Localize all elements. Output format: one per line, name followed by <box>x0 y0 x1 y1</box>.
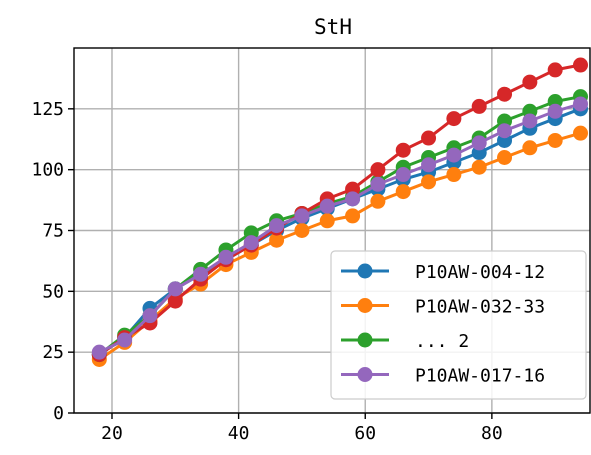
legend-item: ... 2 <box>341 331 469 352</box>
x-tick-label: 80 <box>481 423 503 444</box>
data-point <box>167 293 183 309</box>
legend-item: P10AW-004-12 <box>341 262 545 283</box>
data-point <box>522 140 538 156</box>
data-point <box>522 74 538 90</box>
data-point <box>522 113 538 129</box>
data-point <box>142 308 158 324</box>
legend-item: P10AW-017-16 <box>341 366 545 387</box>
data-point <box>471 98 487 114</box>
data-point <box>345 191 361 207</box>
data-point <box>446 147 462 163</box>
y-tick-label: 0 <box>53 403 64 424</box>
data-point <box>269 232 285 248</box>
legend-swatch-marker <box>357 263 373 279</box>
data-point <box>497 123 513 139</box>
series-5 <box>91 96 589 360</box>
data-point <box>370 193 386 209</box>
x-tick-label: 60 <box>354 423 376 444</box>
data-point <box>243 235 259 251</box>
legend-swatch-marker <box>357 367 373 382</box>
data-point <box>421 130 437 146</box>
data-point <box>547 132 563 148</box>
data-point <box>421 157 437 173</box>
data-point <box>573 96 589 112</box>
data-point <box>497 150 513 165</box>
data-point <box>218 249 234 265</box>
data-point <box>167 281 183 297</box>
data-point <box>193 266 209 282</box>
data-point <box>471 135 487 151</box>
data-point <box>446 111 462 127</box>
legend-item: P10AW-032-33 <box>341 297 545 318</box>
data-point <box>319 198 335 214</box>
y-tick-label: 100 <box>31 160 64 181</box>
legend-label: ... 2 <box>415 331 469 352</box>
data-point <box>117 332 133 348</box>
x-tick-label: 20 <box>101 423 123 444</box>
data-point <box>345 208 361 224</box>
y-tick-label: 50 <box>42 281 64 302</box>
legend: P10AW-004-12 P10AW-032-33 ... 2 P10AW-017-1… <box>330 250 587 400</box>
data-point <box>294 223 310 238</box>
x-tick-label: 40 <box>228 423 250 444</box>
y-tick-label: 25 <box>42 342 64 363</box>
data-point <box>421 174 437 190</box>
series-layer <box>91 57 589 367</box>
legend-box <box>330 250 587 400</box>
data-point <box>370 162 386 178</box>
data-point <box>395 184 411 200</box>
data-point <box>319 213 335 229</box>
legend-label: P10AW-032-33 <box>415 297 545 318</box>
ticks-layer: 20 40 60 80 0 25 50 75 100 125 <box>31 99 502 444</box>
data-point <box>395 142 411 158</box>
data-point <box>497 86 513 102</box>
data-point <box>573 125 589 141</box>
data-point <box>446 167 462 183</box>
chart-title: StH <box>314 15 352 39</box>
data-point <box>547 103 563 119</box>
y-tick-label: 75 <box>42 221 64 242</box>
legend-label: P10AW-017-16 <box>415 366 545 387</box>
legend-swatch-marker <box>357 332 373 348</box>
data-point <box>573 57 589 73</box>
data-point <box>395 167 411 183</box>
data-point <box>91 344 107 360</box>
legend-label: P10AW-004-12 <box>415 262 545 283</box>
y-tick-label: 125 <box>31 99 64 120</box>
data-point <box>547 62 563 78</box>
data-point <box>370 176 386 192</box>
legend-swatch-marker <box>357 298 373 313</box>
data-point <box>269 218 285 234</box>
data-point <box>294 208 310 224</box>
data-point <box>471 159 487 175</box>
